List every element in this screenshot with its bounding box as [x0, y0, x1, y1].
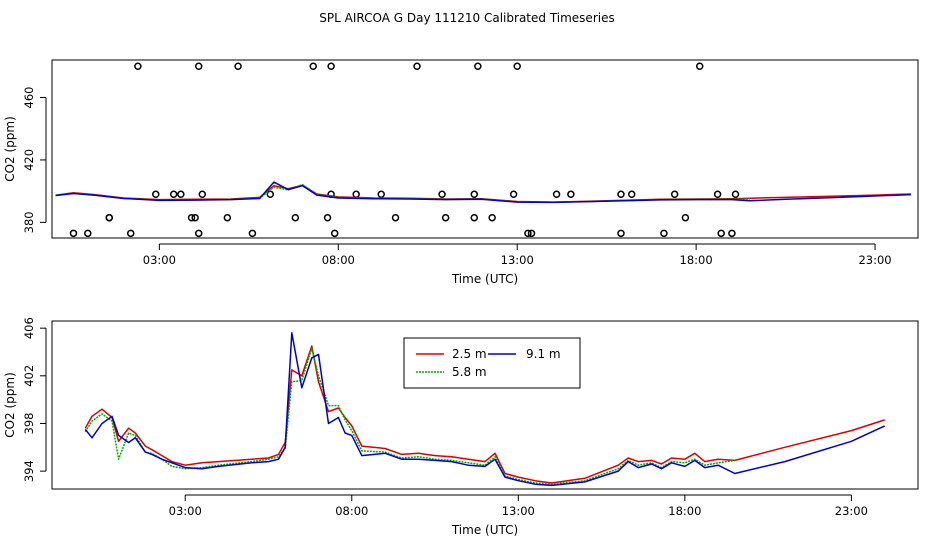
- data-point: [169, 190, 178, 199]
- data-point: [470, 213, 479, 222]
- data-point: [134, 62, 142, 70]
- data-point: [391, 213, 400, 222]
- data-point: [330, 229, 339, 238]
- data-point: [713, 190, 722, 199]
- data-point: [194, 229, 203, 238]
- bottom-y-axis-label: CO2 (ppm): [3, 372, 17, 438]
- data-point: [105, 213, 114, 222]
- data-point: [126, 229, 135, 238]
- data-point: [488, 213, 496, 222]
- y-tick-label: 380: [22, 211, 36, 233]
- x-tick-label: 03:00: [143, 253, 176, 267]
- data-point: [323, 213, 332, 222]
- data-point: [660, 229, 668, 238]
- legend: 2.5 m 9.1 m 5.8 m: [403, 337, 581, 389]
- y-tick-label: 460: [22, 86, 36, 108]
- top-y-axis-label: CO2 (ppm): [3, 116, 17, 182]
- bottom-x-axis: 03:00 08:00 13:00 18:00 23:00: [169, 494, 868, 518]
- y-tick-label: 402: [22, 365, 36, 387]
- x-tick-label: 08:00: [335, 504, 368, 518]
- top-points: [69, 62, 740, 238]
- top-x-axis: 03:00 08:00 13:00 18:00 23:00: [143, 243, 892, 267]
- x-tick-label: 23:00: [835, 504, 868, 518]
- y-tick-label: 394: [22, 460, 36, 482]
- legend-label-5-8m: 5.8 m: [452, 365, 487, 379]
- data-point: [470, 190, 479, 199]
- bottom-y-axis: 394 398 402 406: [22, 317, 47, 482]
- data-point: [695, 62, 704, 70]
- y-tick-label: 406: [22, 317, 36, 339]
- data-point: [513, 62, 521, 70]
- y-tick-label: 420: [22, 149, 36, 171]
- data-point: [527, 229, 536, 238]
- data-point: [474, 62, 482, 70]
- data-point: [552, 190, 561, 199]
- x-tick-label: 23:00: [858, 253, 891, 267]
- data-point: [248, 229, 257, 238]
- bottom-series: [84, 332, 886, 487]
- top-plot-frame: [51, 59, 919, 239]
- x-tick-label: 13:00: [501, 253, 534, 267]
- data-point: [413, 62, 421, 70]
- top-y-axis: 380 420 460: [22, 86, 47, 233]
- bottom-plot-frame: [51, 320, 919, 490]
- y-tick-label: 398: [22, 412, 36, 434]
- data-point: [670, 190, 679, 199]
- data-point: [438, 190, 446, 199]
- data-point: [84, 229, 92, 238]
- chart-title: SPL AIRCOA G Day 111210 Calibrated Times…: [319, 11, 614, 25]
- bottom-x-axis-label: Time (UTC): [451, 523, 518, 537]
- data-point: [728, 229, 736, 238]
- data-point: [627, 190, 636, 199]
- legend-label-9-1m: 9.1 m: [526, 347, 561, 361]
- series-line-9-1-m: [55, 181, 911, 204]
- x-tick-label: 03:00: [169, 504, 202, 518]
- x-tick-label: 13:00: [502, 504, 535, 518]
- series-line-9-1-m: [84, 332, 886, 487]
- data-point: [617, 229, 625, 238]
- series-line-2-5-m: [84, 345, 885, 484]
- data-point: [198, 190, 207, 199]
- top-series: [55, 181, 911, 204]
- data-point: [681, 213, 690, 222]
- data-point: [327, 62, 335, 70]
- data-point: [152, 190, 160, 199]
- data-point: [377, 190, 385, 199]
- data-point: [731, 190, 740, 199]
- data-point: [617, 190, 625, 199]
- x-tick-label: 18:00: [668, 504, 701, 518]
- data-point: [524, 229, 532, 238]
- data-point: [234, 62, 242, 70]
- data-point: [352, 190, 360, 199]
- data-point: [223, 213, 232, 222]
- top-x-axis-label: Time (UTC): [451, 272, 518, 286]
- bottom-panel: 03:00 08:00 13:00 18:00 23:00 394 398 402 406 T…: [3, 317, 919, 537]
- data-point: [309, 62, 317, 70]
- data-point: [441, 213, 450, 222]
- data-point: [69, 229, 78, 238]
- data-point: [717, 229, 725, 238]
- data-point: [194, 62, 203, 70]
- x-tick-label: 18:00: [680, 253, 713, 267]
- data-point: [567, 190, 575, 199]
- x-tick-label: 08:00: [322, 253, 355, 267]
- top-panel: 03:00 08:00 13:00 18:00 23:00 380 420 460 Time…: [3, 59, 919, 286]
- data-point: [191, 213, 199, 222]
- data-point: [291, 213, 300, 222]
- legend-box: [403, 337, 581, 389]
- data-point: [187, 213, 196, 222]
- data-point: [266, 190, 275, 199]
- data-point: [509, 190, 518, 199]
- data-point: [177, 190, 185, 199]
- legend-label-2-5m: 2.5 m: [452, 347, 487, 361]
